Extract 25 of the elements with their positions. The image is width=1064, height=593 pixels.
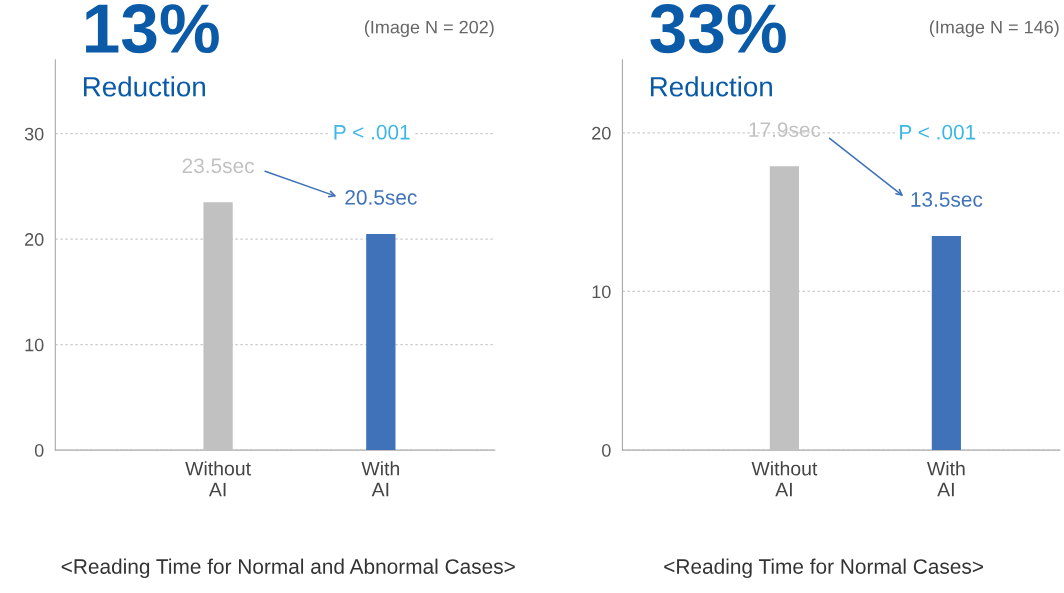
- y-tick-label: 0: [601, 444, 611, 457]
- chart-subtitle: Reduction: [83, 76, 205, 97]
- y-tick-label: 10: [25, 338, 44, 352]
- data-label: 23.5sec: [182, 158, 255, 174]
- y-tick-label: 30: [24, 127, 44, 141]
- x-tick-label: Without AI: [185, 461, 251, 497]
- annotation: P < .001: [900, 124, 976, 140]
- x-axis-title: <Reading Time for Normal Cases>: [664, 558, 983, 579]
- chart-title: 33%: [650, 4, 786, 54]
- annotation: P < .001: [334, 124, 410, 140]
- data-label: 20.5sec: [345, 190, 417, 205]
- x-tick-label: With AI: [927, 461, 965, 497]
- text: (Image N = 146): [929, 20, 1059, 38]
- chart-subtitle: Reduction: [650, 76, 772, 97]
- y-tick-label: 20: [592, 126, 611, 140]
- chart-title: 13%: [86, 4, 219, 54]
- data-label: 17.9sec: [749, 122, 821, 138]
- x-tick-label: Without AI: [751, 461, 818, 497]
- y-tick-label: 20: [25, 233, 44, 246]
- x-tick-label: With AI: [361, 461, 400, 497]
- data-label: 13.5sec: [911, 192, 983, 207]
- y-tick-label: 10: [592, 285, 611, 299]
- x-axis-title: <Reading Time for Normal and Abnormal Cases>: [61, 558, 515, 579]
- text: (Image N = 202): [364, 20, 494, 38]
- y-tick-label: 0: [34, 444, 44, 457]
